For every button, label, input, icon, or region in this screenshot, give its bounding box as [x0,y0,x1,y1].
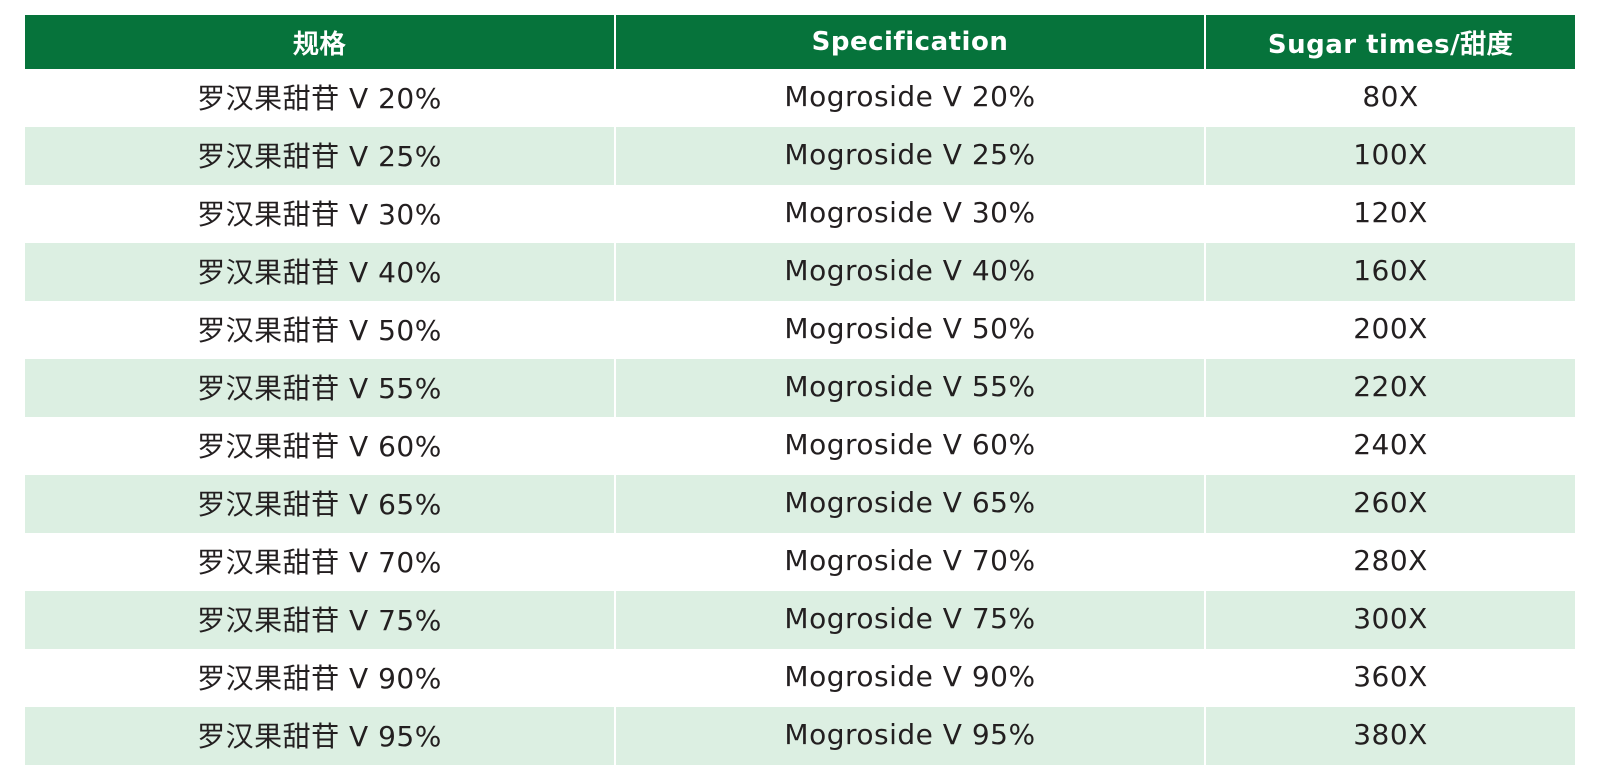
table-row: 罗汉果甜苷 V 55% Mogroside V 55% 220X [25,359,1575,417]
table-row: 罗汉果甜苷 V 70% Mogroside V 70% 280X [25,533,1575,591]
table-row: 罗汉果甜苷 V 25% Mogroside V 25% 100X [25,127,1575,185]
table-header: 规格 Specification Sugar times/甜度 [25,15,1575,69]
cell-chinese-spec: 罗汉果甜苷 V 55% [25,359,616,417]
cell-chinese-spec: 罗汉果甜苷 V 65% [25,475,616,533]
cell-specification: Mogroside V 95% [615,707,1206,765]
cell-chinese-spec: 罗汉果甜苷 V 30% [25,185,616,243]
cell-chinese-spec: 罗汉果甜苷 V 40% [25,243,616,301]
cell-sugar-times: 200X [1205,301,1575,359]
table-row: 罗汉果甜苷 V 65% Mogroside V 65% 260X [25,475,1575,533]
table-row: 罗汉果甜苷 V 75% Mogroside V 75% 300X [25,591,1575,649]
cell-sugar-times: 380X [1205,707,1575,765]
table-row: 罗汉果甜苷 V 50% Mogroside V 50% 200X [25,301,1575,359]
header-cell-chinese-spec: 规格 [25,15,616,69]
cell-sugar-times: 280X [1205,533,1575,591]
cell-specification: Mogroside V 55% [615,359,1206,417]
table-row: 罗汉果甜苷 V 40% Mogroside V 40% 160X [25,243,1575,301]
cell-chinese-spec: 罗汉果甜苷 V 75% [25,591,616,649]
cell-specification: Mogroside V 65% [615,475,1206,533]
table-body: 罗汉果甜苷 V 20% Mogroside V 20% 80X 罗汉果甜苷 V … [25,69,1575,765]
table-row: 罗汉果甜苷 V 60% Mogroside V 60% 240X [25,417,1575,475]
cell-sugar-times: 120X [1205,185,1575,243]
cell-sugar-times: 100X [1205,127,1575,185]
table-row: 罗汉果甜苷 V 95% Mogroside V 95% 380X [25,707,1575,765]
cell-specification: Mogroside V 50% [615,301,1206,359]
cell-specification: Mogroside V 25% [615,127,1206,185]
header-row: 规格 Specification Sugar times/甜度 [25,15,1575,69]
cell-sugar-times: 260X [1205,475,1575,533]
cell-sugar-times: 240X [1205,417,1575,475]
cell-chinese-spec: 罗汉果甜苷 V 90% [25,649,616,707]
cell-sugar-times: 160X [1205,243,1575,301]
cell-chinese-spec: 罗汉果甜苷 V 25% [25,127,616,185]
cell-chinese-spec: 罗汉果甜苷 V 20% [25,69,616,127]
header-cell-sugar-times: Sugar times/甜度 [1205,15,1575,69]
table-row: 罗汉果甜苷 V 30% Mogroside V 30% 120X [25,185,1575,243]
cell-sugar-times: 80X [1205,69,1575,127]
cell-specification: Mogroside V 40% [615,243,1206,301]
cell-specification: Mogroside V 60% [615,417,1206,475]
cell-specification: Mogroside V 90% [615,649,1206,707]
table-row: 罗汉果甜苷 V 90% Mogroside V 90% 360X [25,649,1575,707]
cell-chinese-spec: 罗汉果甜苷 V 70% [25,533,616,591]
cell-specification: Mogroside V 20% [615,69,1206,127]
spec-table: 规格 Specification Sugar times/甜度 罗汉果甜苷 V … [25,15,1575,765]
cell-sugar-times: 300X [1205,591,1575,649]
cell-sugar-times: 220X [1205,359,1575,417]
cell-specification: Mogroside V 30% [615,185,1206,243]
cell-sugar-times: 360X [1205,649,1575,707]
cell-chinese-spec: 罗汉果甜苷 V 50% [25,301,616,359]
header-cell-specification: Specification [615,15,1206,69]
table-row: 罗汉果甜苷 V 20% Mogroside V 20% 80X [25,69,1575,127]
cell-specification: Mogroside V 70% [615,533,1206,591]
cell-specification: Mogroside V 75% [615,591,1206,649]
cell-chinese-spec: 罗汉果甜苷 V 60% [25,417,616,475]
cell-chinese-spec: 罗汉果甜苷 V 95% [25,707,616,765]
